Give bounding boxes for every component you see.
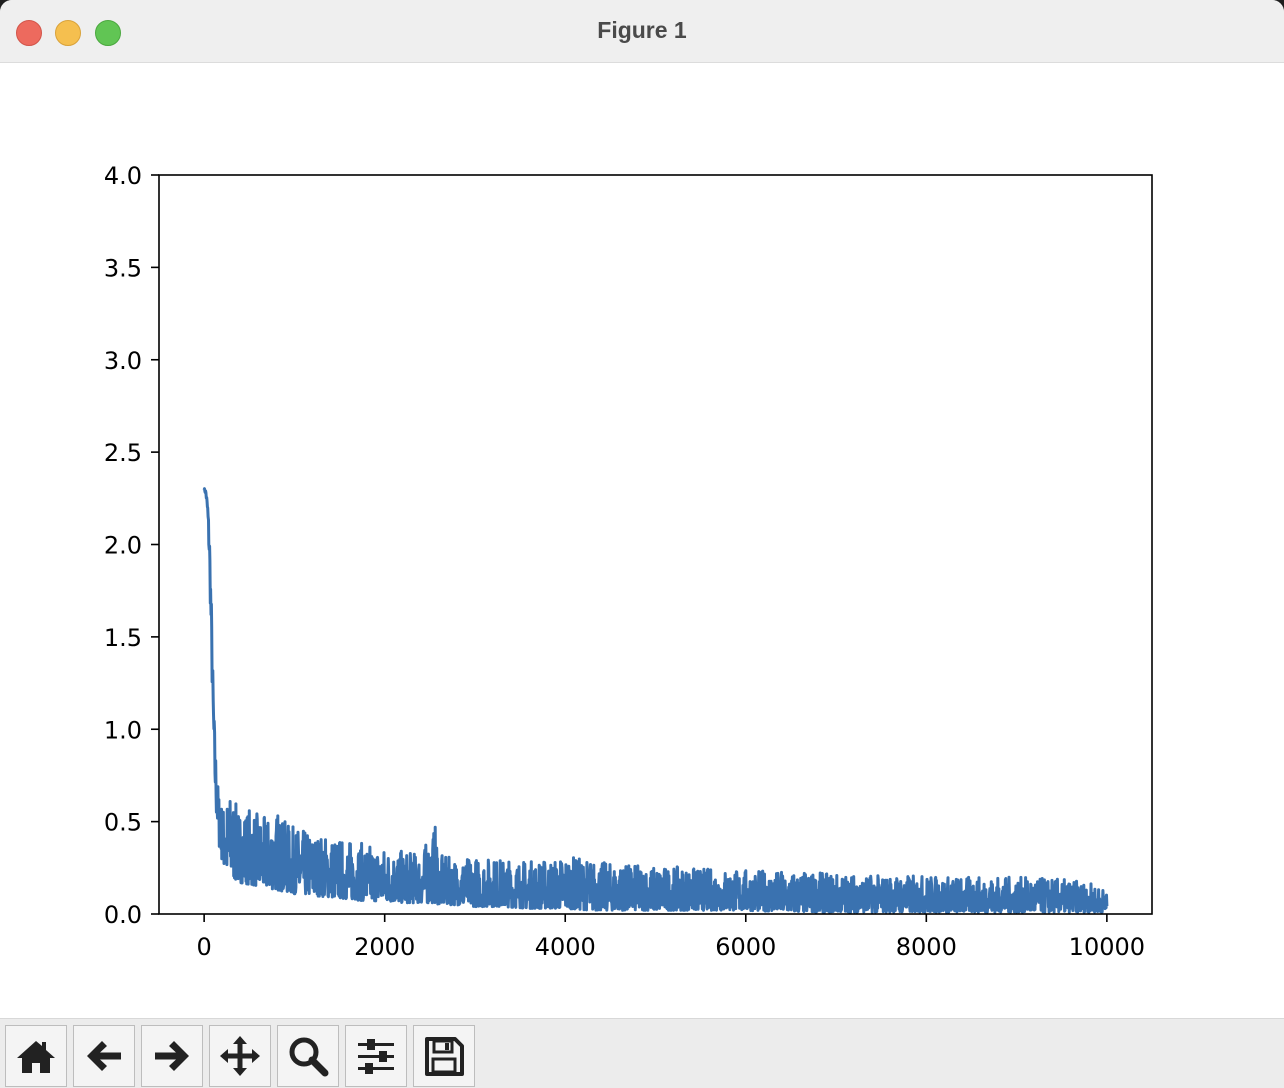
home-icon [17, 1041, 55, 1073]
y-tick-label: 1.0 [104, 716, 142, 744]
save-button[interactable] [413, 1025, 475, 1087]
y-tick-label: 2.5 [104, 439, 142, 467]
line-chart: 0 2000 4000 6000 8000 10000 0.0 0.5 1.0 1.5 2.0 2.5… [104, 162, 1153, 961]
title-bar[interactable]: Figure 1 [0, 0, 1284, 63]
back-button[interactable] [73, 1025, 135, 1087]
forward-button[interactable] [141, 1025, 203, 1087]
y-tick-label: 3.0 [104, 347, 142, 375]
sliders-icon [358, 1039, 394, 1074]
pan-button[interactable] [209, 1025, 271, 1087]
y-tick-label: 3.5 [104, 254, 142, 282]
arrow-right-icon [155, 1041, 189, 1071]
x-tick-label: 0 [196, 933, 211, 961]
y-tick-label: 4.0 [104, 162, 142, 190]
x-tick-label: 4000 [535, 933, 596, 961]
y-tick-label: 0.5 [104, 809, 142, 837]
arrow-left-icon [87, 1041, 121, 1071]
floppy-disk-icon [425, 1037, 464, 1076]
y-tick-label: 2.0 [104, 532, 142, 560]
series-line-loss [202, 487, 1109, 914]
home-button[interactable] [5, 1025, 67, 1087]
zoom-button[interactable] [277, 1025, 339, 1087]
navigation-toolbar [0, 1018, 1284, 1088]
x-tick-label: 2000 [354, 933, 415, 961]
minimize-window-button[interactable] [55, 20, 81, 46]
close-window-button[interactable] [16, 20, 42, 46]
configure-subplots-button[interactable] [345, 1025, 407, 1087]
x-tick-label: 8000 [896, 933, 957, 961]
y-tick-label: 0.0 [104, 901, 142, 929]
move-icon [220, 1036, 260, 1076]
maximize-window-button[interactable] [95, 20, 121, 46]
y-tick-label: 1.5 [104, 624, 142, 652]
search-icon [289, 1037, 329, 1077]
axes-frame [158, 174, 1153, 915]
window-title: Figure 1 [597, 17, 687, 43]
x-tick-label: 6000 [715, 933, 776, 961]
x-tick-label: 10000 [1069, 933, 1145, 961]
figure-canvas[interactable]: 0 2000 4000 6000 8000 10000 0.0 0.5 1.0 1.5 2.0 2.5… [0, 63, 1284, 1018]
